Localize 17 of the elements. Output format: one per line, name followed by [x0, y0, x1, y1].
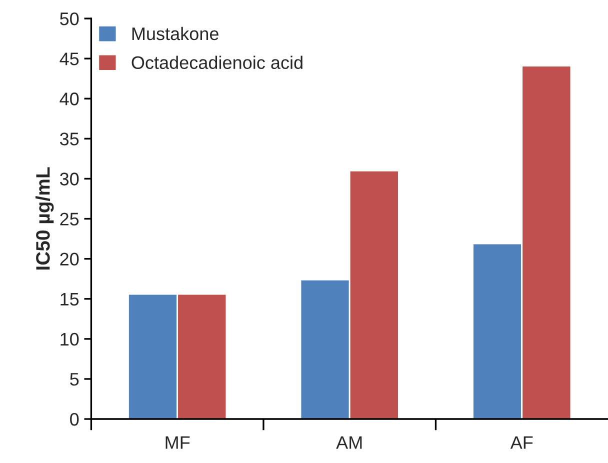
- y-tick-label: 45: [60, 52, 79, 66]
- y-tick-label: 30: [60, 172, 79, 186]
- y-tick-label: 10: [60, 332, 79, 346]
- y-tick-label: 15: [60, 292, 79, 306]
- y-tick-label: 20: [60, 252, 79, 266]
- x-tick-label: AF: [510, 436, 533, 449]
- legend-label: Octadecadienoic acid: [132, 56, 302, 70]
- y-tick-label: 50: [60, 12, 79, 26]
- legend-label: Mustakone: [132, 26, 218, 40]
- x-tick-label: MF: [166, 436, 190, 449]
- y-tick-label: 25: [60, 212, 79, 226]
- y-tick-label: 40: [60, 92, 79, 106]
- x-tick-label: AM: [336, 436, 362, 449]
- y-tick-label: 0: [70, 412, 79, 426]
- y-axis-title: IC50 µg/mL: [36, 167, 54, 270]
- y-tick-label: 5: [70, 373, 79, 386]
- y-tick-label: 35: [60, 132, 79, 146]
